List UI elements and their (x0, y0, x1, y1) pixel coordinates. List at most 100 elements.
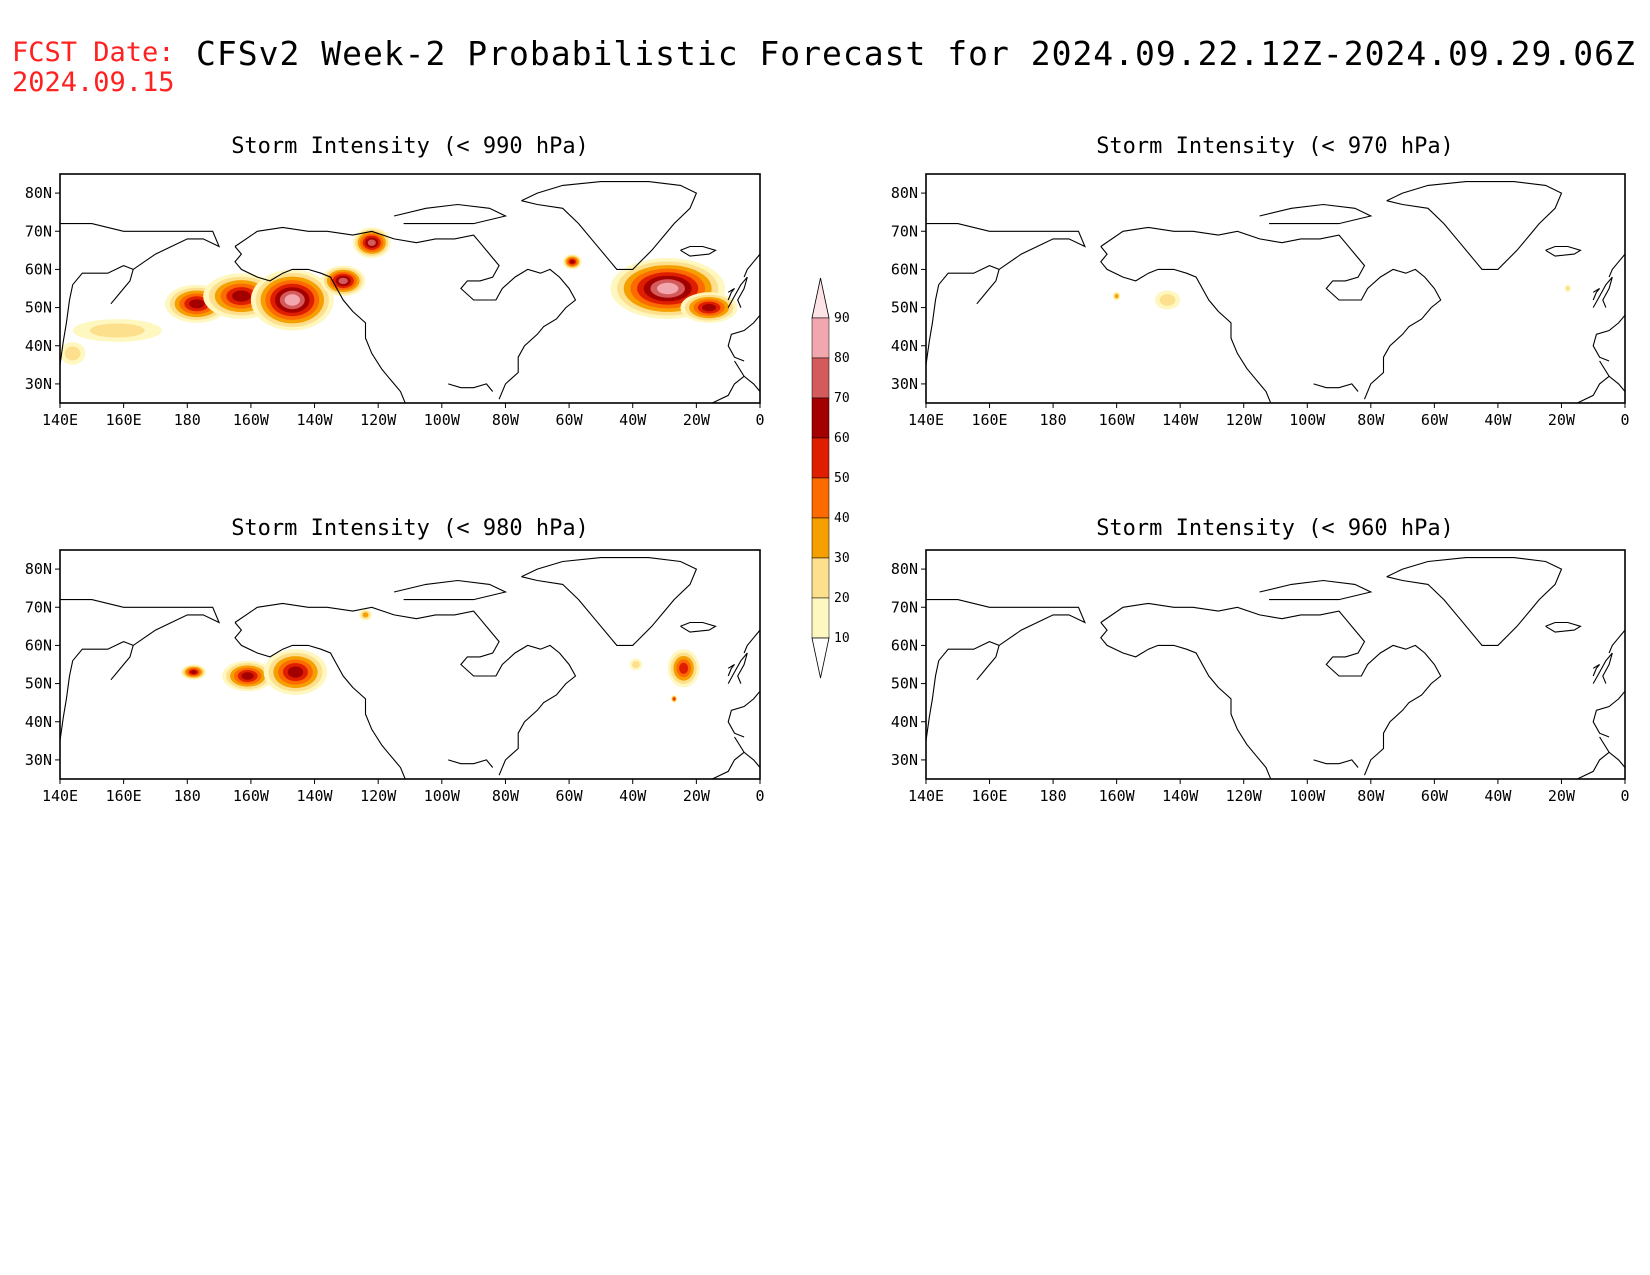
lon-tick-label: 140W (296, 787, 333, 805)
lon-tick-label: 160W (233, 787, 270, 805)
coastline-segment (448, 759, 494, 768)
axis-ticks-960: 140E 160E 180 160W 140W 120W 100W 80W 60W 40W 20W 0… (891, 560, 1630, 805)
lat-tick-label: 80N (891, 560, 918, 578)
coastlines-990 (60, 181, 760, 403)
probability-contour (632, 661, 640, 668)
lon-tick-label: 100W (1289, 787, 1326, 805)
coastline-segment (926, 599, 1086, 741)
lat-tick-label: 70N (25, 598, 52, 616)
coastline-segment (1100, 602, 1442, 776)
colorbar: 90 80 70 60 50 40 30 20 10 (811, 277, 850, 679)
coastline-segment (712, 751, 745, 779)
coastline-segment (1592, 664, 1601, 677)
lon-tick-label: 100W (424, 787, 461, 805)
lat-tick-label: 40N (891, 337, 918, 355)
lat-tick-label: 60N (25, 260, 52, 278)
coastline-segment (1599, 360, 1625, 392)
lat-tick-label: 60N (891, 260, 918, 278)
coastline-segment (234, 226, 577, 400)
lon-tick-label: 120W (360, 787, 397, 805)
lat-tick-label: 40N (891, 713, 918, 731)
coastline-segment (234, 602, 577, 776)
coastline-segment (1592, 690, 1625, 738)
colorbar-swatch (811, 397, 830, 439)
axis-ticks-980: 140E 160E 180 160W 140W 120W 100W 80W 60W 40W 20W 0… (25, 560, 765, 805)
coastline-segment (1592, 276, 1613, 308)
coastline-segment (1100, 246, 1272, 403)
lat-tick-label: 40N (25, 337, 52, 355)
map-frame-960 (925, 549, 1626, 780)
coastline-segment (1100, 226, 1442, 400)
coastline-segment (727, 288, 735, 301)
panel-990: Storm Intensity (< 990 hPa) 140E 160E 180 1… (25, 134, 765, 429)
map-frame-970 (925, 173, 1626, 404)
probability-shading-970 (1112, 284, 1572, 310)
coastline-segment (1592, 314, 1625, 362)
axis-ticks-990: 140E 160E 180 160W 140W 120W 100W 80W 60W 40W 20W 0… (25, 184, 765, 429)
probability-contour (1159, 294, 1176, 306)
lon-tick-label: 180 (1040, 411, 1067, 429)
lon-tick-label: 60W (1421, 787, 1449, 805)
coastlines-960 (926, 557, 1625, 779)
lon-tick-label: 140E (42, 787, 78, 805)
lon-tick-label: 80W (1357, 411, 1385, 429)
coastline-segment (521, 557, 698, 646)
coastline-segment (448, 383, 494, 392)
lon-tick-label: 60W (556, 787, 584, 805)
coastline-segment (1313, 759, 1359, 768)
coastline-segment (976, 269, 1000, 305)
lon-tick-label: 160E (971, 787, 1007, 805)
lon-tick-label: 0 (755, 787, 764, 805)
lon-tick-label: 40W (1484, 411, 1512, 429)
coastline-segment (60, 223, 221, 365)
lon-tick-label: 100W (424, 411, 461, 429)
coastline-segment (712, 375, 745, 403)
coastline-segment (743, 253, 760, 278)
panel-title-990: Storm Intensity (< 990 hPa) (231, 134, 589, 159)
probability-shading-990 (60, 227, 738, 365)
probability-contour (570, 259, 575, 264)
coastline-segment (1599, 736, 1625, 768)
coastline-segment (393, 579, 508, 601)
lon-tick-label: 120W (360, 411, 397, 429)
lon-tick-label: 120W (1226, 787, 1263, 805)
coastline-segment (1100, 622, 1272, 779)
coastline-segment (1313, 383, 1359, 392)
coastline-segment (393, 203, 508, 225)
lat-tick-label: 30N (25, 375, 52, 393)
colorbar-swatch (811, 357, 830, 399)
lat-tick-label: 50N (891, 675, 918, 693)
lat-tick-label: 50N (891, 299, 918, 317)
coastline-segment (110, 269, 134, 305)
lat-tick-label: 60N (25, 636, 52, 654)
coastline-segment (60, 599, 221, 741)
colorbar-swatch (811, 597, 830, 639)
lon-tick-label: 140W (1162, 411, 1199, 429)
lon-tick-label: 40W (619, 787, 647, 805)
coastline-segment (1592, 288, 1601, 301)
coastline-segment (521, 181, 698, 270)
coastline-segment (727, 690, 760, 738)
lon-tick-label: 80W (492, 787, 520, 805)
map-frame-980 (59, 549, 761, 780)
probability-contour (679, 662, 689, 674)
lon-tick-label: 140E (908, 787, 944, 805)
lat-tick-label: 70N (891, 598, 918, 616)
map-frame-990 (59, 173, 761, 404)
lat-tick-label: 40N (25, 713, 52, 731)
lon-tick-label: 0 (755, 411, 764, 429)
colorbar-swatch (811, 517, 830, 559)
panel-title-960: Storm Intensity (< 960 hPa) (1096, 516, 1454, 541)
coastline-segment (1608, 629, 1625, 654)
colorbar-top-cap (811, 277, 830, 319)
colorbar-bottom-cap (811, 637, 830, 679)
colorbar-swatch (811, 477, 830, 519)
lon-tick-label: 80W (492, 411, 520, 429)
lat-tick-label: 80N (25, 560, 52, 578)
lon-tick-label: 20W (1548, 411, 1576, 429)
coastlines-970 (926, 181, 1625, 403)
lon-tick-label: 20W (1548, 787, 1576, 805)
coastline-segment (1545, 245, 1582, 257)
lat-tick-label: 50N (25, 675, 52, 693)
probability-contour (89, 323, 145, 338)
